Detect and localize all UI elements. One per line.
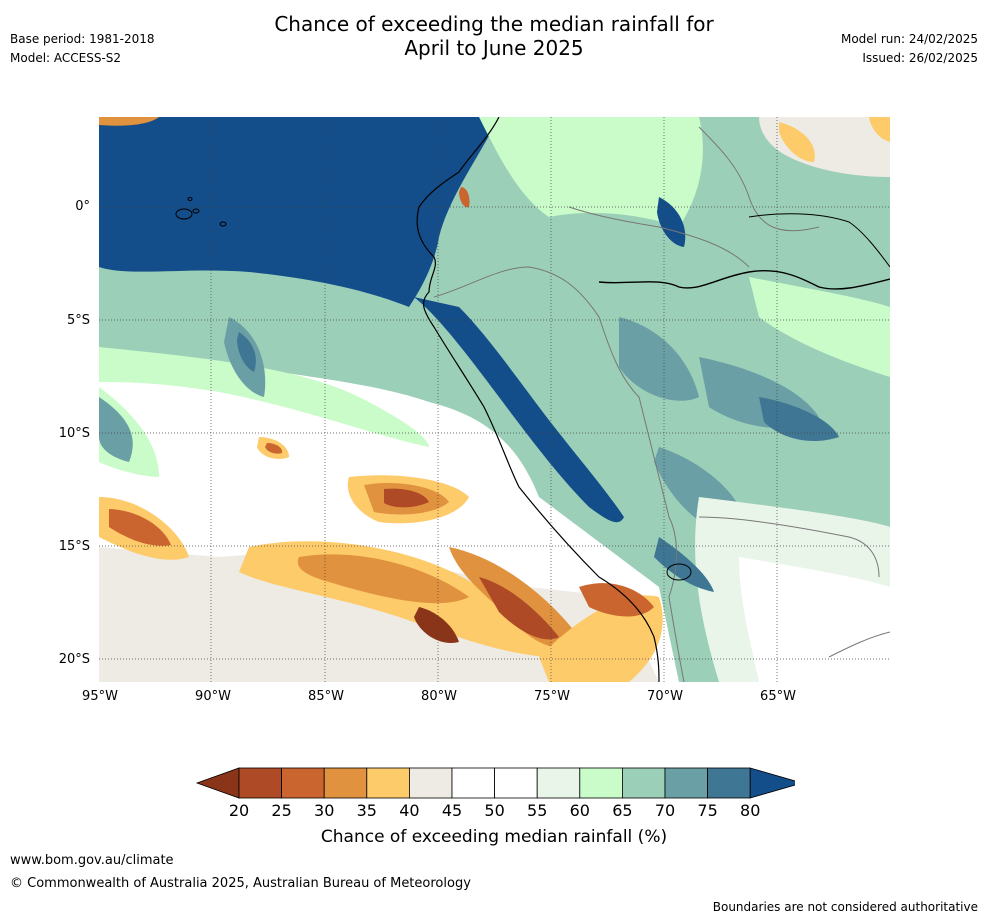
- legend-label-25: 25: [271, 801, 291, 820]
- legend-swatch-1: [238, 767, 282, 799]
- teal-west-ocean: [99, 397, 133, 462]
- dry-core-south: [414, 607, 459, 643]
- lat-tick-5s: 5°S: [66, 313, 90, 328]
- light-green-north-land: [479, 117, 703, 227]
- legend-swatches: [195, 767, 795, 799]
- lake-titicaca: [666, 563, 692, 581]
- legend-labels: 20 25 30 35 40 45 50 55 60 65 70 75 80: [229, 801, 761, 820]
- lat-tick-20s: 20°S: [58, 652, 90, 667]
- legend-swatch-9: [579, 767, 623, 799]
- legend-swatch-5: [408, 767, 453, 799]
- legend-swatch-12: [707, 767, 751, 799]
- model-text: Model: ACCESS-S2: [10, 51, 122, 65]
- dark-blue-patch-north: [657, 197, 686, 247]
- legend-swatch-4: [366, 767, 410, 799]
- light-green-east: [749, 277, 890, 377]
- legend-label-45: 45: [442, 801, 462, 820]
- model-run-text: Model run: 24/02/2025: [840, 32, 978, 46]
- chart-title-line-1: Chance of exceeding the median rainfall …: [274, 12, 714, 36]
- issued-text: Issued: 26/02/2025: [862, 51, 978, 65]
- amazon-river: [598, 270, 890, 290]
- blue-patch-ocean-1: [237, 332, 256, 372]
- dry-spot-colombia: [459, 187, 470, 208]
- dry-patch-coastal: [579, 583, 654, 617]
- lon-tick-65w: 65°W: [760, 689, 796, 704]
- legend-label-75: 75: [697, 801, 717, 820]
- legend-swatch-8: [536, 767, 581, 799]
- legend-label-40: 40: [399, 801, 419, 820]
- pacific-coastline: [416, 117, 660, 682]
- dry-patch-2-inner: [109, 509, 171, 546]
- dry-patch-3-inner: [479, 577, 559, 640]
- lon-tick-95w: 95°W: [82, 689, 118, 704]
- dry-patch-4-outer: [539, 595, 663, 682]
- rio-negro: [748, 213, 890, 268]
- legend-label-35: 35: [357, 801, 377, 820]
- high-chance-coastal-band: [414, 297, 624, 523]
- high-chance-ocean-region: [99, 117, 499, 307]
- legend-label-70: 70: [655, 801, 675, 820]
- lat-tick-15s: 15°S: [58, 539, 90, 554]
- legend-swatch-7: [494, 767, 538, 799]
- dry-patch-northeast: [779, 122, 815, 162]
- dry-band-south-mid: [297, 554, 469, 604]
- legend-label-30: 30: [314, 801, 334, 820]
- lon-tick-90w: 90°W: [195, 689, 231, 704]
- lon-tick-75w: 75°W: [534, 689, 570, 704]
- legend-swatch-6: [451, 767, 495, 799]
- legend-colorbar: 20 25 30 35 40 45 50 55 60 65 70 75 80: [195, 767, 795, 820]
- website-link[interactable]: www.bom.gov.au/climate: [10, 853, 174, 868]
- lat-tick-0: 0°: [75, 199, 90, 214]
- lon-tick-85w: 85°W: [308, 689, 344, 704]
- legend-label-80: 80: [740, 801, 760, 820]
- legend-label-55: 55: [527, 801, 547, 820]
- legend-swatch-11: [664, 767, 708, 799]
- chart-title: Chance of exceeding the median rainfall …: [0, 12, 988, 60]
- legend-arrow-high: [749, 767, 795, 799]
- lat-tick-10s: 10°S: [58, 426, 90, 441]
- legend-swatch-3: [323, 767, 368, 799]
- lon-tick-70w: 70°W: [647, 689, 683, 704]
- country-boundaries: [433, 126, 890, 682]
- legend-arrow-low: [195, 767, 240, 799]
- galapagos-islands: [175, 197, 227, 227]
- legend-label-50: 50: [484, 801, 504, 820]
- base-period-text: Base period: 1981-2018: [10, 32, 155, 46]
- blue-patch-interior: [759, 397, 839, 442]
- dry-patch-northeast-2: [869, 117, 890, 142]
- chart-title-line-2: April to June 2025: [404, 36, 584, 60]
- legend-label-20: 20: [229, 801, 249, 820]
- small-dry-patch-inner: [265, 443, 283, 454]
- graticule: [99, 117, 890, 682]
- rainfall-map: [99, 117, 890, 682]
- dry-patch-1-inner: [384, 488, 429, 508]
- legend-label-65: 65: [612, 801, 632, 820]
- legend-title: Chance of exceeding median rainfall (%): [320, 827, 668, 847]
- copyright-text: © Commonwealth of Australia 2025, Austra…: [10, 876, 471, 891]
- lon-tick-80w: 80°W: [421, 689, 457, 704]
- disclaimer-text: Boundaries are not considered authoritat…: [712, 900, 978, 914]
- dry-patch-northwest: [99, 117, 159, 126]
- legend-label-60: 60: [570, 801, 590, 820]
- legend-swatch-10: [621, 767, 666, 799]
- teal-patch-interior-1: [619, 317, 699, 401]
- legend-swatch-2: [281, 767, 325, 799]
